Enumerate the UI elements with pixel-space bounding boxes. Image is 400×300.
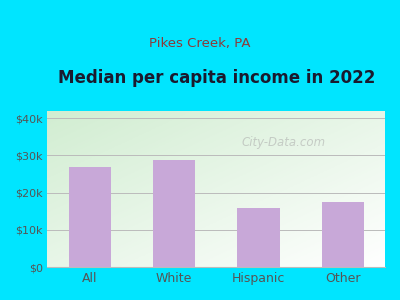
Bar [237, 208, 280, 267]
Bar [153, 160, 195, 267]
Bar [68, 167, 111, 267]
Text: Pikes Creek, PA: Pikes Creek, PA [149, 37, 251, 50]
Bar [322, 202, 364, 267]
Text: City-Data.com: City-Data.com [242, 136, 326, 148]
Title: Median per capita income in 2022: Median per capita income in 2022 [58, 69, 375, 87]
